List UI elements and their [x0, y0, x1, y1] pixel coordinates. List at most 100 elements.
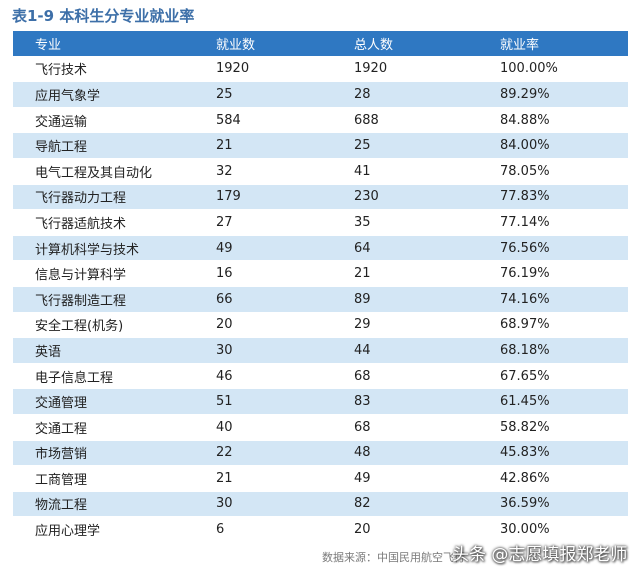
total-cell: 25 — [354, 138, 371, 154]
table-row: 市场营销 22 48 45.83% — [13, 440, 628, 467]
major-cell: 应用气象学 — [35, 88, 101, 104]
table-row: 工商管理 21 49 42.86% — [13, 466, 628, 492]
major-cell: 市场营销 — [35, 447, 88, 463]
employed-cell: 20 — [216, 317, 233, 333]
employment-rate-table: 专业 就业数 总人数 就业率 飞行技术 1920 1920 100.00% 应用气象学 2… — [13, 31, 628, 543]
total-cell: 44 — [354, 342, 371, 358]
table-row: 交通管理 51 83 61.45% — [13, 389, 628, 415]
major-cell: 交通工程 — [35, 421, 88, 437]
major-cell: 应用心理学 — [35, 524, 101, 540]
rate-cell: 58.82% — [500, 419, 550, 435]
major-cell: 导航工程 — [35, 140, 88, 156]
total-cell: 20 — [354, 522, 371, 538]
total-cell: 89 — [354, 291, 371, 307]
header-major: 专业 — [35, 37, 62, 53]
rate-cell: 77.14% — [500, 214, 550, 230]
major-cell: 飞行技术 — [35, 63, 88, 79]
table-row: 交通工程 40 68 58.82% — [13, 414, 628, 441]
major-cell: 交通运输 — [35, 114, 88, 130]
rate-cell: 76.56% — [500, 240, 550, 256]
employed-cell: 6 — [216, 522, 225, 538]
rate-cell: 74.16% — [500, 291, 550, 307]
header-rate: 就业率 — [500, 37, 540, 53]
total-cell: 28 — [354, 86, 371, 102]
employed-cell: 46 — [216, 368, 233, 384]
table-row: 计算机科学与技术 49 64 76.56% — [13, 235, 628, 262]
total-cell: 64 — [354, 240, 371, 256]
major-cell: 计算机科学与技术 — [35, 242, 140, 258]
employed-cell: 40 — [216, 419, 233, 435]
employed-cell: 16 — [216, 266, 233, 282]
total-cell: 688 — [354, 112, 379, 128]
major-cell: 电气工程及其自动化 — [35, 165, 153, 181]
rate-cell: 68.97% — [500, 317, 550, 333]
header-employed: 就业数 — [216, 37, 256, 53]
rate-cell: 100.00% — [500, 61, 558, 77]
table-row: 交通运输 584 688 84.88% — [13, 107, 628, 134]
total-cell: 29 — [354, 317, 371, 333]
table-row: 安全工程(机务) 20 29 68.97% — [13, 312, 628, 339]
total-cell: 41 — [354, 163, 371, 179]
table-row: 飞行器动力工程 179 230 77.83% — [13, 184, 628, 211]
employed-cell: 51 — [216, 394, 233, 410]
total-cell: 35 — [354, 214, 371, 230]
table-row: 电子信息工程 46 68 67.65% — [13, 363, 628, 390]
table-title: 表1-9 本科生分专业就业率 — [12, 7, 195, 25]
rate-cell: 76.19% — [500, 266, 550, 282]
employed-cell: 25 — [216, 86, 233, 102]
major-cell: 电子信息工程 — [35, 370, 114, 386]
table-row: 飞行器制造工程 66 89 74.16% — [13, 286, 628, 313]
rate-cell: 67.65% — [500, 368, 550, 384]
table-row: 应用气象学 25 28 89.29% — [13, 82, 628, 108]
rate-cell: 45.83% — [500, 445, 550, 461]
rate-cell: 68.18% — [500, 342, 550, 358]
major-cell: 信息与计算科学 — [35, 268, 127, 284]
rate-cell: 36.59% — [500, 496, 550, 512]
employed-cell: 49 — [216, 240, 233, 256]
table-row: 信息与计算科学 16 21 76.19% — [13, 261, 628, 287]
employed-cell: 27 — [216, 214, 233, 230]
employed-cell: 21 — [216, 470, 233, 486]
employed-cell: 30 — [216, 496, 233, 512]
major-cell: 飞行器制造工程 — [35, 293, 127, 309]
total-cell: 49 — [354, 470, 371, 486]
total-cell: 83 — [354, 394, 371, 410]
data-source-note: 数据来源：中国民用航空飞行 — [322, 551, 465, 564]
table-row: 物流工程 30 82 36.59% — [13, 491, 628, 518]
rate-cell: 30.00% — [500, 522, 550, 538]
major-cell: 飞行器动力工程 — [35, 191, 127, 207]
total-cell: 230 — [354, 189, 379, 205]
major-cell: 工商管理 — [35, 472, 88, 488]
employed-cell: 30 — [216, 342, 233, 358]
rate-cell: 84.88% — [500, 112, 550, 128]
total-cell: 48 — [354, 445, 371, 461]
rate-cell: 89.29% — [500, 86, 550, 102]
major-cell: 英语 — [35, 344, 62, 360]
table-row: 飞行器适航技术 27 35 77.14% — [13, 210, 628, 236]
employed-cell: 584 — [216, 112, 241, 128]
major-cell: 物流工程 — [35, 498, 88, 514]
employed-cell: 1920 — [216, 61, 250, 77]
major-cell: 安全工程(机务) — [35, 319, 124, 335]
rate-cell: 42.86% — [500, 470, 550, 486]
rate-cell: 78.05% — [500, 163, 550, 179]
table-row: 应用心理学 6 20 30.00% — [13, 517, 628, 543]
rate-cell: 77.83% — [500, 189, 550, 205]
total-cell: 68 — [354, 368, 371, 384]
watermark: 头条 @志愿填报郑老师 — [452, 545, 628, 565]
table-row: 电气工程及其自动化 32 41 78.05% — [13, 158, 628, 185]
employed-cell: 22 — [216, 445, 233, 461]
rate-cell: 61.45% — [500, 394, 550, 410]
header-total: 总人数 — [354, 37, 394, 53]
employed-cell: 32 — [216, 163, 233, 179]
major-cell: 飞行器适航技术 — [35, 216, 127, 232]
table-row: 英语 30 44 68.18% — [13, 338, 628, 364]
rate-cell: 84.00% — [500, 138, 550, 154]
total-cell: 21 — [354, 266, 371, 282]
major-cell: 交通管理 — [35, 396, 88, 412]
employed-cell: 66 — [216, 291, 233, 307]
table-row: 导航工程 21 25 84.00% — [13, 133, 628, 159]
total-cell: 68 — [354, 419, 371, 435]
employed-cell: 179 — [216, 189, 241, 205]
employed-cell: 21 — [216, 138, 233, 154]
